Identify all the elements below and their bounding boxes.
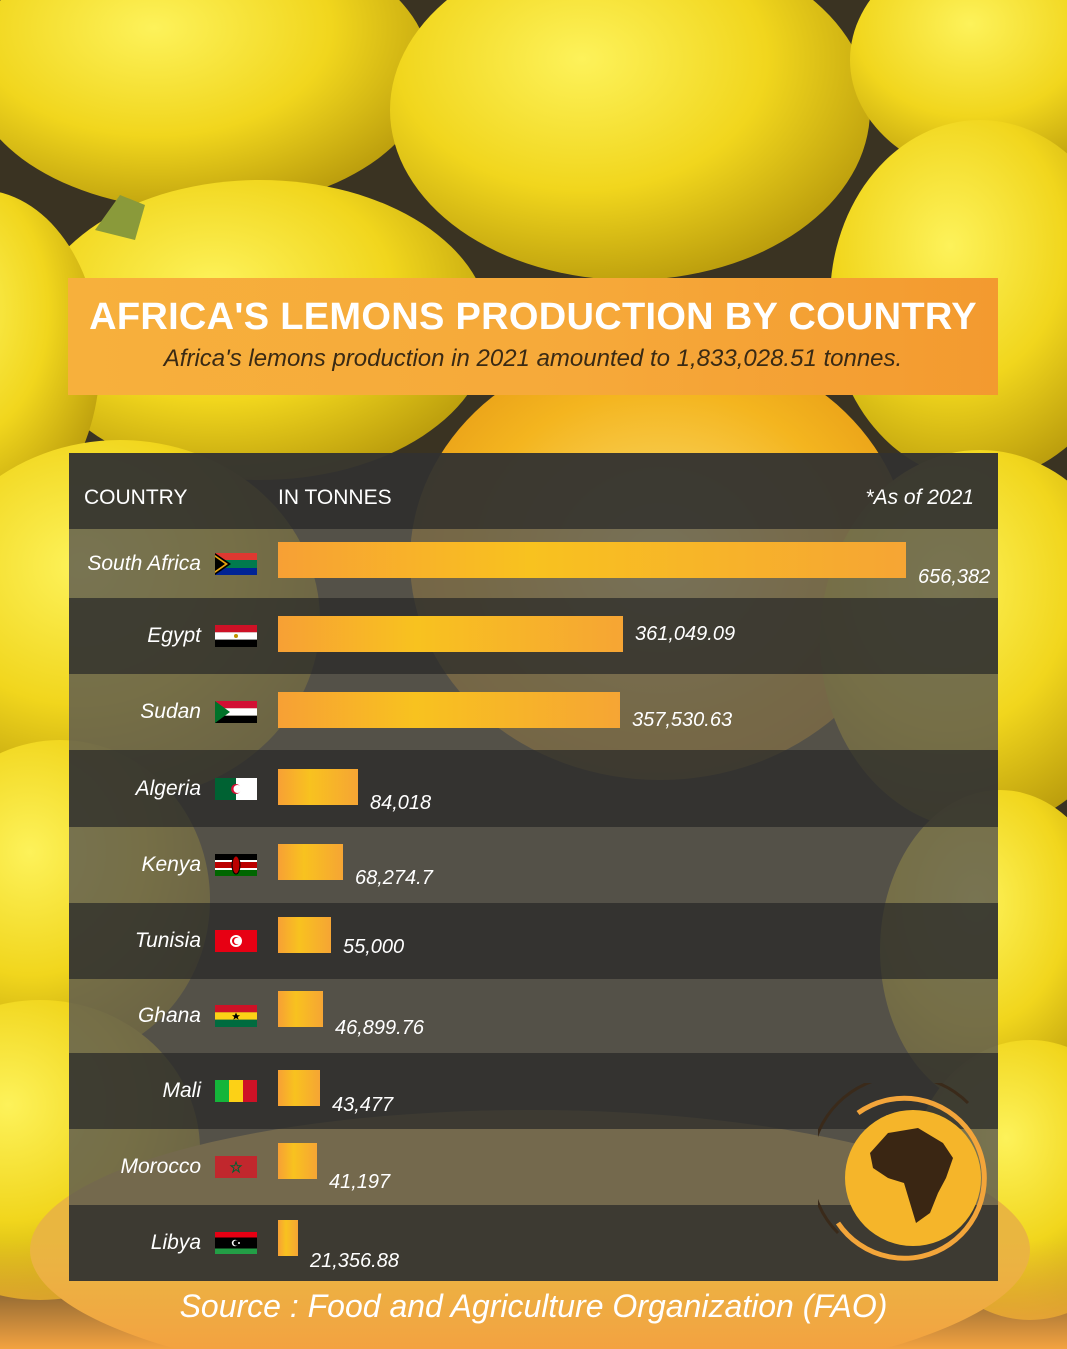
value-label-ghana: 46,899.76	[335, 1017, 424, 1039]
morocco-flag	[215, 1156, 257, 1178]
chart-title: AFRICA'S LEMONS PRODUCTION BY COUNTRY	[89, 296, 977, 338]
value-label-south-africa: 656,382	[918, 566, 991, 588]
bar-kenya	[278, 844, 343, 880]
kenya-flag	[215, 854, 257, 876]
value-label-kenya: 68,274.7	[355, 867, 433, 889]
country-label-south-africa: South Africa	[87, 551, 201, 575]
title-banner: AFRICA'S LEMONS PRODUCTION BY COUNTRY Af…	[68, 278, 998, 395]
country-label-mali: Mali	[162, 1079, 201, 1102]
value-label-libya: 21,356.88	[310, 1250, 399, 1272]
country-label-egypt: Egypt	[147, 624, 201, 647]
table-row: Ghana	[69, 979, 998, 1053]
table-row: Libya	[69, 1205, 998, 1281]
country-label-tunisia: Tunisia	[134, 929, 201, 952]
value-label-morocco: 41,197	[329, 1171, 391, 1193]
table-row: Tunisia	[69, 903, 998, 979]
table-header: COUNTRY IN TONNES *As of 2021	[69, 453, 998, 529]
country-label-ghana: Ghana	[137, 1004, 201, 1027]
table-row: Mali	[69, 1053, 998, 1129]
value-label-egypt: 361,049.09	[635, 623, 736, 645]
tonnes-column-header: IN TONNES	[278, 486, 392, 509]
country-label-morocco: Morocco	[120, 1155, 201, 1178]
tunisia-flag	[215, 930, 257, 952]
chart-subtitle: Africa's lemons production in 2021 amoun…	[163, 345, 903, 372]
sudan-flag	[215, 701, 257, 723]
value-label-sudan: 357,530.63	[632, 709, 733, 731]
chart-panel: COUNTRY IN TONNES *As of 2021 South Afri…	[69, 453, 998, 1281]
table-row: Algeria	[69, 750, 998, 827]
country-label-libya: Libya	[150, 1231, 201, 1254]
bar-south-africa	[278, 542, 906, 578]
bar-tunisia	[278, 917, 331, 953]
value-label-mali: 43,477	[332, 1094, 394, 1116]
table-row: Kenya	[69, 827, 998, 903]
mali-flag	[215, 1080, 257, 1102]
bar-ghana	[278, 991, 323, 1027]
bar-egypt	[278, 616, 623, 652]
country-label-sudan: Sudan	[140, 700, 201, 723]
bar-morocco	[278, 1143, 317, 1179]
south-africa-flag	[215, 552, 257, 575]
libya-flag	[215, 1232, 257, 1254]
table-row: Morocco	[69, 1129, 998, 1205]
bar-sudan	[278, 692, 620, 728]
ghana-flag	[215, 1005, 257, 1027]
value-label-tunisia: 55,000	[343, 936, 405, 958]
as-of-note: *As of 2021	[865, 486, 974, 509]
source-note: Source : Food and Agriculture Organizati…	[179, 1288, 888, 1324]
africa-facts-logo	[818, 1083, 987, 1261]
country-label-kenya: Kenya	[141, 853, 201, 876]
bar-algeria	[278, 769, 358, 805]
algeria-flag	[215, 777, 257, 800]
bar-mali	[278, 1070, 320, 1106]
egypt-flag	[215, 625, 257, 647]
value-label-algeria: 84,018	[370, 792, 432, 814]
country-column-header: COUNTRY	[84, 486, 188, 509]
country-label-algeria: Algeria	[135, 776, 201, 800]
bar-libya	[278, 1220, 298, 1256]
